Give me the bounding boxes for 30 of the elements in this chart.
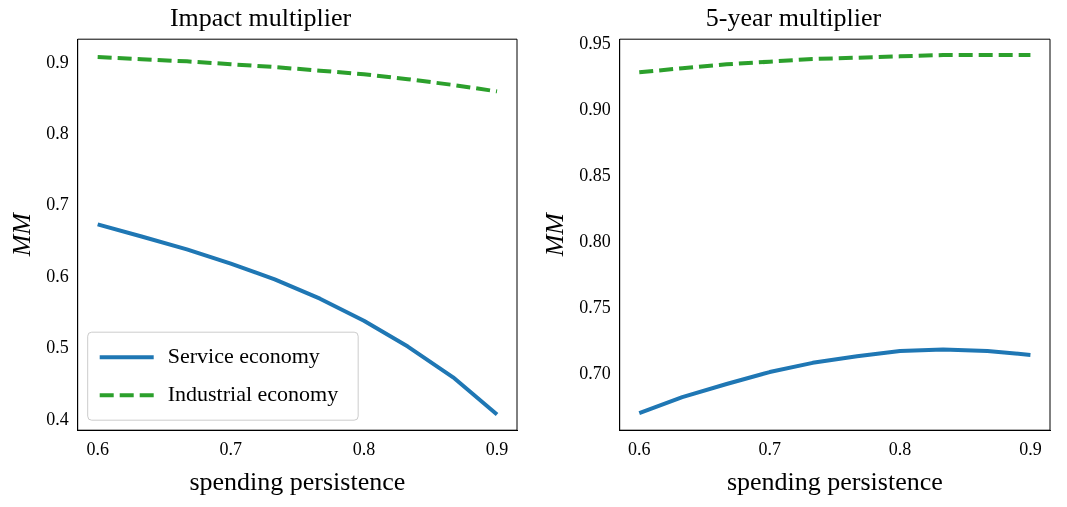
x-tick-label: 0.8 [888, 438, 912, 459]
x-tick-label: 0.8 [352, 438, 376, 459]
y-tick-label: 0.4 [46, 408, 69, 429]
y-tick-label: 0.9 [46, 51, 69, 72]
x-tick-label: 0.7 [758, 438, 781, 459]
y-axis-title: MM [540, 211, 570, 258]
y-tick-label: 0.5 [46, 337, 69, 358]
x-axis-title: spending persistence [189, 467, 406, 497]
y-tick-label: 0.75 [579, 297, 611, 318]
line-series [637, 53, 1033, 75]
y-tick-label: 0.90 [579, 99, 611, 120]
y-tick-label: 0.80 [579, 231, 611, 252]
y-tick-label: 0.6 [46, 265, 69, 286]
x-tick-label: 0.6 [628, 438, 651, 459]
chart-title: Impact multiplier [169, 3, 352, 33]
x-tick-label: 0.6 [86, 438, 109, 459]
x-tick-label: 0.9 [1019, 438, 1042, 459]
y-tick-label: 0.8 [46, 123, 69, 143]
x-tick-label: 0.9 [485, 438, 509, 459]
legend-label: Industrial economy [167, 380, 339, 406]
y-tick-label: 0.85 [579, 165, 611, 186]
x-axis-title: spending persistence [726, 467, 943, 497]
legend-label: Service economy [167, 342, 320, 368]
line-series [95, 55, 500, 94]
y-tick-label: 0.70 [579, 363, 611, 384]
y-axis-title: MM [7, 211, 37, 258]
y-tick-label: 0.7 [46, 194, 69, 215]
y-tick-label: 0.95 [579, 33, 611, 54]
x-tick-label: 0.7 [219, 438, 243, 459]
chart-title: 5-year multiplier [705, 3, 882, 33]
